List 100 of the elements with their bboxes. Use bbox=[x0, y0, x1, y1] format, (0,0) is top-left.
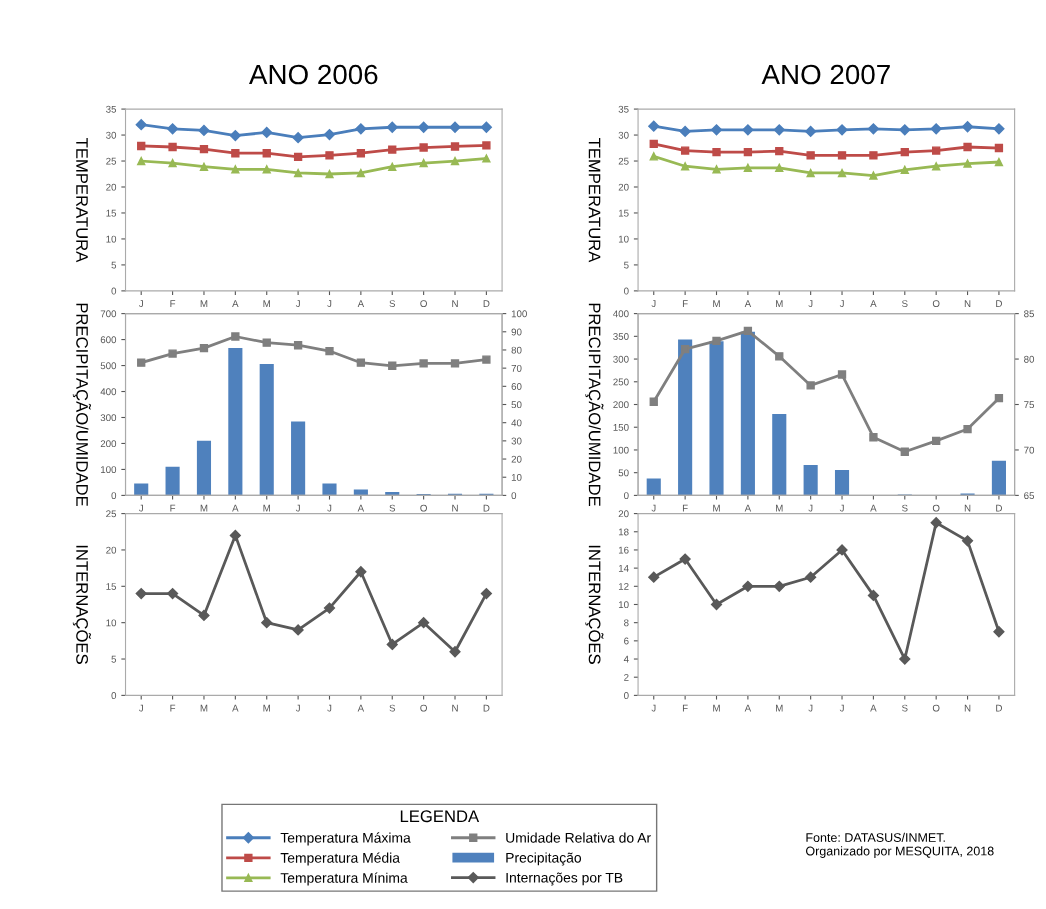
x-tick-label: N bbox=[452, 300, 458, 307]
y-axis-title: INTERNAÇÕES bbox=[585, 545, 604, 664]
x-tick-label: N bbox=[964, 504, 971, 512]
x-tick-label: S bbox=[901, 300, 908, 308]
x-tick-label: A bbox=[357, 504, 365, 512]
x-tick-label: A bbox=[870, 300, 877, 307]
y-tick-label: 100 bbox=[613, 446, 629, 454]
x-tick-label: S bbox=[389, 504, 396, 512]
x-tick-label: F bbox=[170, 504, 176, 512]
legend-label: Temperatura Mínima bbox=[280, 872, 408, 886]
x-tick-label: A bbox=[232, 704, 239, 712]
x-tick-label: J bbox=[295, 704, 300, 712]
y-tick-label: 500 bbox=[100, 362, 117, 370]
x-tick-label: O bbox=[932, 504, 940, 512]
x-tick-label: N bbox=[452, 704, 458, 712]
y2-tick-label: 70 bbox=[1024, 446, 1035, 454]
y2-tick-label: 20 bbox=[511, 455, 522, 463]
legend-label: Temperatura Máxima bbox=[280, 832, 411, 846]
y-tick-label: 700 bbox=[100, 310, 117, 318]
x-tick-label: D bbox=[996, 504, 1002, 512]
x-tick-label: A bbox=[232, 300, 239, 307]
y-tick-label: 400 bbox=[100, 388, 117, 396]
x-tick-label: D bbox=[483, 704, 490, 712]
x-tick-label: S bbox=[389, 704, 396, 712]
x-tick-label: J bbox=[295, 300, 300, 308]
x-tick-label: J bbox=[295, 504, 300, 512]
legend-label: Umidade Relativa do Ar bbox=[506, 832, 651, 843]
x-tick-label: J bbox=[651, 300, 656, 308]
y-tick-label: 8 bbox=[624, 619, 629, 627]
y-tick-label: 25 bbox=[106, 157, 117, 165]
x-tick-label: M bbox=[776, 300, 783, 307]
y-tick-label: 300 bbox=[613, 355, 629, 363]
y-tick-label: 25 bbox=[106, 510, 117, 518]
x-tick-label: M bbox=[776, 504, 783, 512]
x-tick-label: O bbox=[420, 300, 427, 308]
x-tick-label: F bbox=[682, 300, 688, 307]
x-tick-label: M bbox=[713, 704, 720, 712]
x-tick-label: J bbox=[651, 704, 656, 712]
y-tick-label: 150 bbox=[613, 423, 629, 431]
y2-tick-label: 65 bbox=[1024, 492, 1035, 500]
y2-tick-label: 90 bbox=[511, 328, 522, 336]
x-tick-label: A bbox=[870, 704, 877, 712]
y-tick-label: 20 bbox=[106, 546, 117, 554]
x-tick-label: A bbox=[744, 504, 752, 512]
legend-label: Internações por TB bbox=[506, 872, 623, 886]
x-tick-label: D bbox=[483, 504, 490, 512]
y-tick-label: 0 bbox=[624, 492, 629, 500]
y-tick-label: 0 bbox=[624, 692, 629, 699]
y-tick-label: 10 bbox=[106, 619, 117, 627]
y-tick-label: 20 bbox=[618, 510, 629, 518]
y2-tick-label: 75 bbox=[1024, 401, 1035, 409]
x-tick-label: A bbox=[744, 300, 752, 307]
y-tick-label: 18 bbox=[618, 528, 629, 536]
y-tick-label: 4 bbox=[623, 655, 629, 663]
y-tick-label: 15 bbox=[106, 583, 117, 590]
x-tick-label: J bbox=[839, 704, 844, 712]
x-tick-label: J bbox=[138, 504, 143, 512]
y-tick-label: 250 bbox=[613, 378, 629, 386]
x-tick-label: M bbox=[263, 704, 270, 712]
x-tick-label: M bbox=[713, 504, 720, 512]
x-tick-label: J bbox=[138, 704, 143, 712]
x-tick-label: J bbox=[138, 300, 143, 308]
y-tick-label: 50 bbox=[618, 469, 629, 477]
x-tick-label: A bbox=[870, 504, 877, 512]
y-tick-label: 5 bbox=[111, 655, 117, 663]
x-tick-label: N bbox=[964, 704, 971, 712]
y-tick-label: 0 bbox=[111, 287, 117, 295]
x-tick-label: M bbox=[263, 504, 270, 512]
x-tick-label: A bbox=[357, 300, 365, 307]
y-axis-title: PRECIPITAÇÃO/UMIDADE bbox=[585, 303, 604, 506]
y-tick-label: 5 bbox=[111, 261, 117, 269]
y-tick-label: 16 bbox=[618, 546, 629, 554]
x-tick-label: J bbox=[839, 504, 844, 512]
y-tick-label: 12 bbox=[618, 583, 629, 590]
y2-tick-label: 70 bbox=[511, 364, 522, 372]
y2-tick-label: 80 bbox=[1024, 355, 1035, 363]
x-tick-label: J bbox=[808, 504, 813, 512]
x-tick-label: O bbox=[420, 504, 427, 512]
y-tick-label: 100 bbox=[101, 466, 117, 474]
x-tick-label: M bbox=[200, 300, 208, 307]
y-tick-label: 20 bbox=[106, 183, 117, 191]
x-tick-label: A bbox=[744, 704, 752, 712]
y-tick-label: 30 bbox=[106, 131, 117, 139]
x-tick-label: M bbox=[200, 504, 208, 512]
source-note: Fonte: DATASUS/INMET. Organizado por MESQUITA, 2018 bbox=[806, 832, 994, 858]
chart-title: ANO 2007 bbox=[761, 64, 890, 85]
x-tick-label: J bbox=[651, 504, 656, 512]
y-tick-label: 200 bbox=[613, 401, 629, 409]
y-tick-label: 15 bbox=[618, 209, 629, 217]
y2-tick-label: 0 bbox=[511, 492, 517, 500]
y-tick-label: 10 bbox=[618, 601, 629, 609]
x-tick-label: M bbox=[713, 300, 720, 307]
x-tick-label: J bbox=[808, 704, 813, 712]
x-tick-label: D bbox=[483, 300, 490, 307]
y-tick-label: 300 bbox=[100, 414, 117, 422]
x-tick-label: J bbox=[327, 504, 332, 512]
x-tick-label: S bbox=[389, 300, 396, 308]
x-tick-label: F bbox=[170, 300, 176, 307]
x-tick-label: J bbox=[327, 704, 332, 712]
x-tick-label: O bbox=[932, 704, 940, 712]
